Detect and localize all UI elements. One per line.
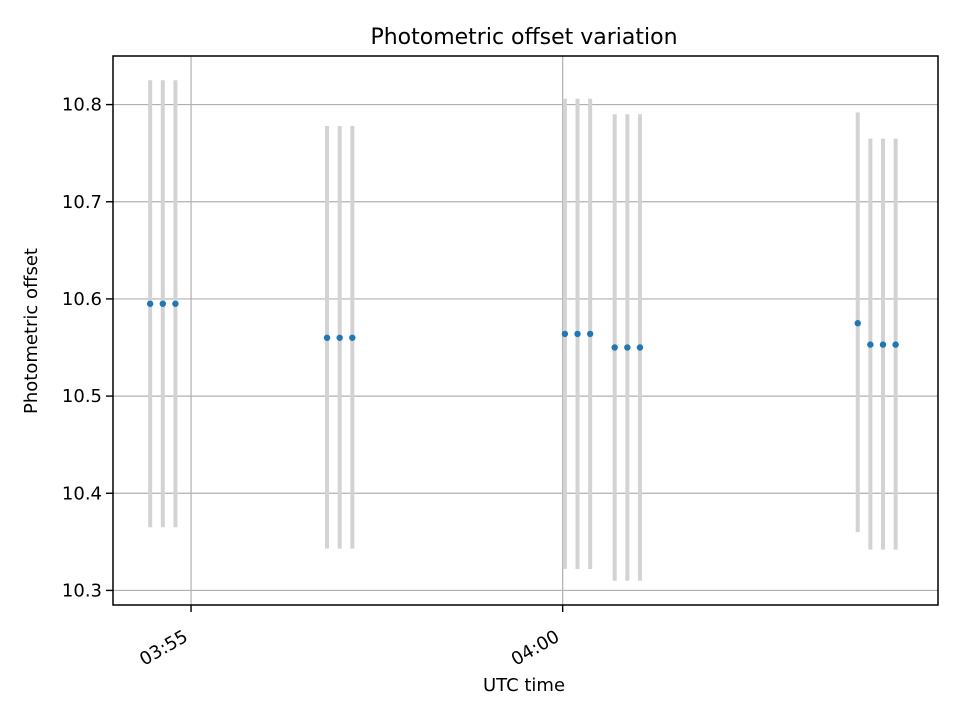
y-tick-label: 10.4 — [62, 483, 102, 504]
plot-frame — [112, 55, 939, 606]
data-point — [636, 344, 644, 351]
data-point — [146, 300, 154, 307]
data-point — [867, 341, 874, 348]
data-point — [323, 334, 331, 341]
data-point — [854, 320, 861, 327]
data-point — [879, 341, 887, 348]
data-point — [892, 341, 899, 348]
data-point — [624, 344, 631, 351]
y-axis-label: Photometric offset — [21, 248, 42, 414]
data-point — [349, 334, 356, 341]
data-point — [336, 334, 343, 341]
y-tick-label: 10.5 — [62, 386, 102, 407]
data-point — [611, 344, 618, 351]
data-point — [586, 330, 594, 338]
x-axis-label: UTC time — [483, 675, 565, 696]
data-point — [574, 330, 581, 338]
y-tick-label: 10.7 — [62, 192, 102, 213]
data-point — [561, 330, 569, 338]
y-tick-label: 10.6 — [62, 289, 102, 310]
axis-layer — [112, 55, 939, 606]
y-tick-label: 10.8 — [62, 95, 102, 116]
data-point — [172, 300, 179, 307]
data-point — [159, 300, 166, 307]
grid-layer — [113, 56, 938, 605]
y-tick-label: 10.3 — [62, 580, 102, 601]
chart-title: Photometric offset variation — [370, 25, 677, 50]
point-layer — [146, 300, 899, 351]
